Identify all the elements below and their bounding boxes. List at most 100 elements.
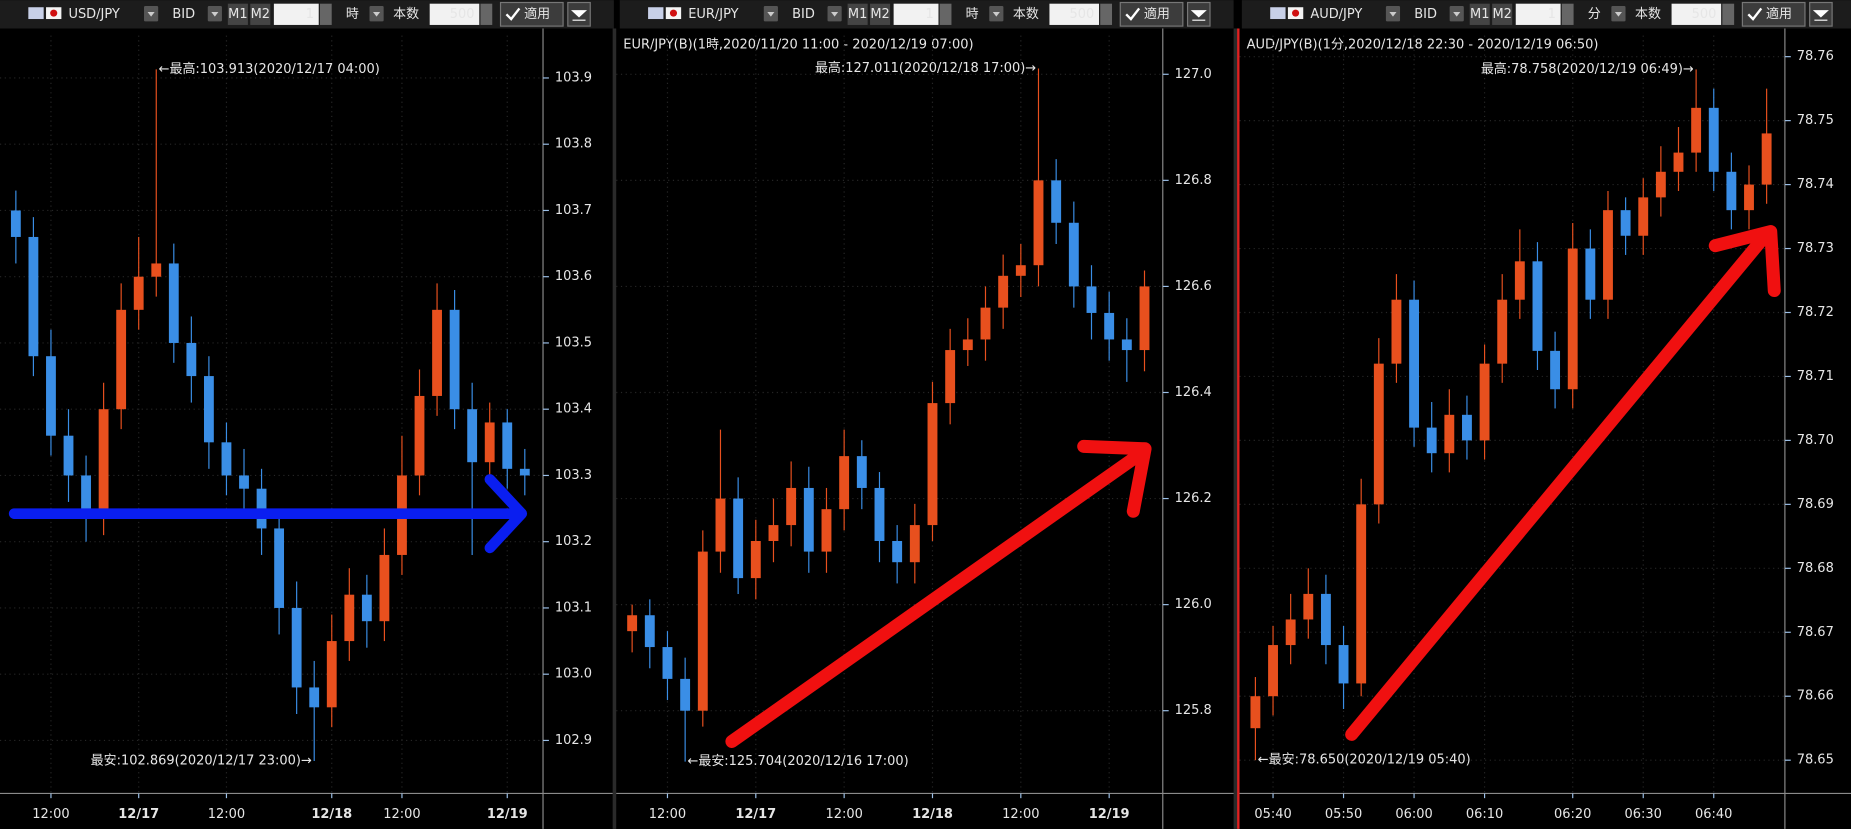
candle-body	[1104, 312, 1115, 340]
bars-value: 500	[1070, 7, 1095, 22]
chart-title: EUR/JPY(B)(1時,2020/11/20 11:00 - 2020/12…	[623, 38, 973, 53]
dropdown-icon	[373, 11, 381, 17]
m1-button[interactable]	[1469, 3, 1490, 25]
apply-button[interactable]	[1741, 1, 1806, 27]
candle-body	[662, 647, 673, 679]
m1-button[interactable]	[847, 3, 868, 25]
flat-arrow	[8, 474, 528, 554]
spinner[interactable]	[480, 3, 493, 25]
candle-body	[1121, 339, 1132, 351]
y-tick-label: 126.6	[1175, 279, 1212, 294]
candle-body	[892, 540, 903, 563]
y-tick-label: 103.9	[555, 70, 592, 85]
menu-icon	[571, 10, 588, 21]
candle-body	[467, 409, 478, 463]
candle-body	[186, 342, 197, 377]
candle-body	[839, 456, 850, 510]
apply-button[interactable]	[1119, 1, 1184, 27]
m2-button[interactable]	[870, 3, 891, 25]
y-tick-label: 103.1	[555, 600, 592, 615]
candle-body	[1391, 299, 1402, 364]
y-tick-label: 78.67	[1797, 625, 1834, 640]
extreme-label: ←最安:78.650(2020/12/19 05:40)	[1258, 753, 1471, 768]
menu-icon	[1812, 10, 1829, 21]
candle-body	[133, 276, 144, 310]
candle-body	[1051, 180, 1062, 223]
y-tick-label: 102.9	[555, 733, 592, 748]
extreme-label: 最安:102.869(2020/12/17 23:00)→	[91, 753, 312, 768]
bars-value: 500	[450, 7, 475, 22]
x-tick-label: 12:00	[383, 807, 420, 822]
candle-body	[1691, 107, 1702, 153]
x-tick-label: 06:00	[1395, 807, 1432, 822]
up-arrow	[1345, 225, 1781, 741]
candle-body	[1603, 210, 1613, 300]
candle-body	[627, 615, 638, 632]
x-tick-label: 12/18	[311, 807, 352, 822]
candle-body	[151, 263, 162, 277]
bars-input[interactable]	[1049, 3, 1100, 25]
separator	[612, 28, 617, 829]
flag	[648, 7, 664, 20]
candle-body	[98, 409, 109, 516]
candle-body	[733, 498, 744, 579]
candle-body	[344, 594, 355, 642]
count-input[interactable]	[893, 3, 939, 25]
count-input[interactable]	[1515, 3, 1561, 25]
pair-label: AUD/JPY	[1310, 7, 1362, 22]
candle-body	[909, 525, 920, 563]
m2-label: M2	[1492, 7, 1511, 22]
y-tick-label: 103.2	[555, 534, 592, 549]
candle-body	[203, 376, 214, 443]
m2-button[interactable]	[1492, 3, 1513, 25]
candle-body	[1033, 180, 1044, 266]
spinner[interactable]	[1100, 3, 1113, 25]
candle-body	[998, 275, 1009, 308]
y-tick-label: 78.68	[1797, 561, 1834, 576]
candle-body	[1303, 593, 1314, 620]
apply-button[interactable]	[499, 1, 564, 27]
candle-body	[1497, 299, 1508, 364]
candle-body	[361, 594, 372, 622]
bars-input[interactable]	[429, 3, 480, 25]
spinner[interactable]	[939, 3, 952, 25]
flag-dot	[669, 9, 678, 17]
candle-body	[432, 309, 442, 396]
x-tick-label: 12/18	[912, 807, 953, 822]
candle-body	[1567, 248, 1578, 390]
candle-body	[1726, 171, 1737, 211]
side-label: BID	[172, 7, 195, 22]
spinner[interactable]	[1561, 3, 1574, 25]
x-tick-label: 12/19	[487, 807, 528, 822]
spinner[interactable]	[1722, 3, 1735, 25]
candle-body	[1708, 107, 1719, 172]
m2-button[interactable]	[250, 3, 271, 25]
bars-label: 本数	[393, 7, 419, 22]
candle-body	[28, 236, 39, 357]
m1-label: M1	[228, 7, 247, 22]
candle-body	[1268, 645, 1278, 697]
y-tick-label: 78.70	[1797, 433, 1834, 448]
x-tick-label: 12/17	[735, 807, 776, 822]
bars-input[interactable]	[1671, 3, 1722, 25]
active-border	[1237, 28, 1240, 829]
bars-label: 本数	[1013, 7, 1039, 22]
candle-body	[1532, 261, 1543, 351]
x-tick-label: 12:00	[32, 807, 69, 822]
flag	[28, 7, 44, 20]
y-tick-label: 78.65	[1797, 753, 1834, 768]
candle-body	[980, 307, 991, 340]
candle-body	[1426, 427, 1437, 454]
side-label: BID	[792, 7, 815, 22]
apply-label: 適用	[1766, 6, 1792, 22]
y-tick-label: 103.5	[555, 335, 592, 350]
apply-label: 適用	[1144, 6, 1170, 22]
up-arrow	[725, 439, 1152, 748]
count-input[interactable]	[273, 3, 319, 25]
m1-button[interactable]	[227, 3, 248, 25]
spinner[interactable]	[319, 3, 332, 25]
candle-body	[46, 356, 56, 436]
candle-body	[1479, 363, 1490, 441]
